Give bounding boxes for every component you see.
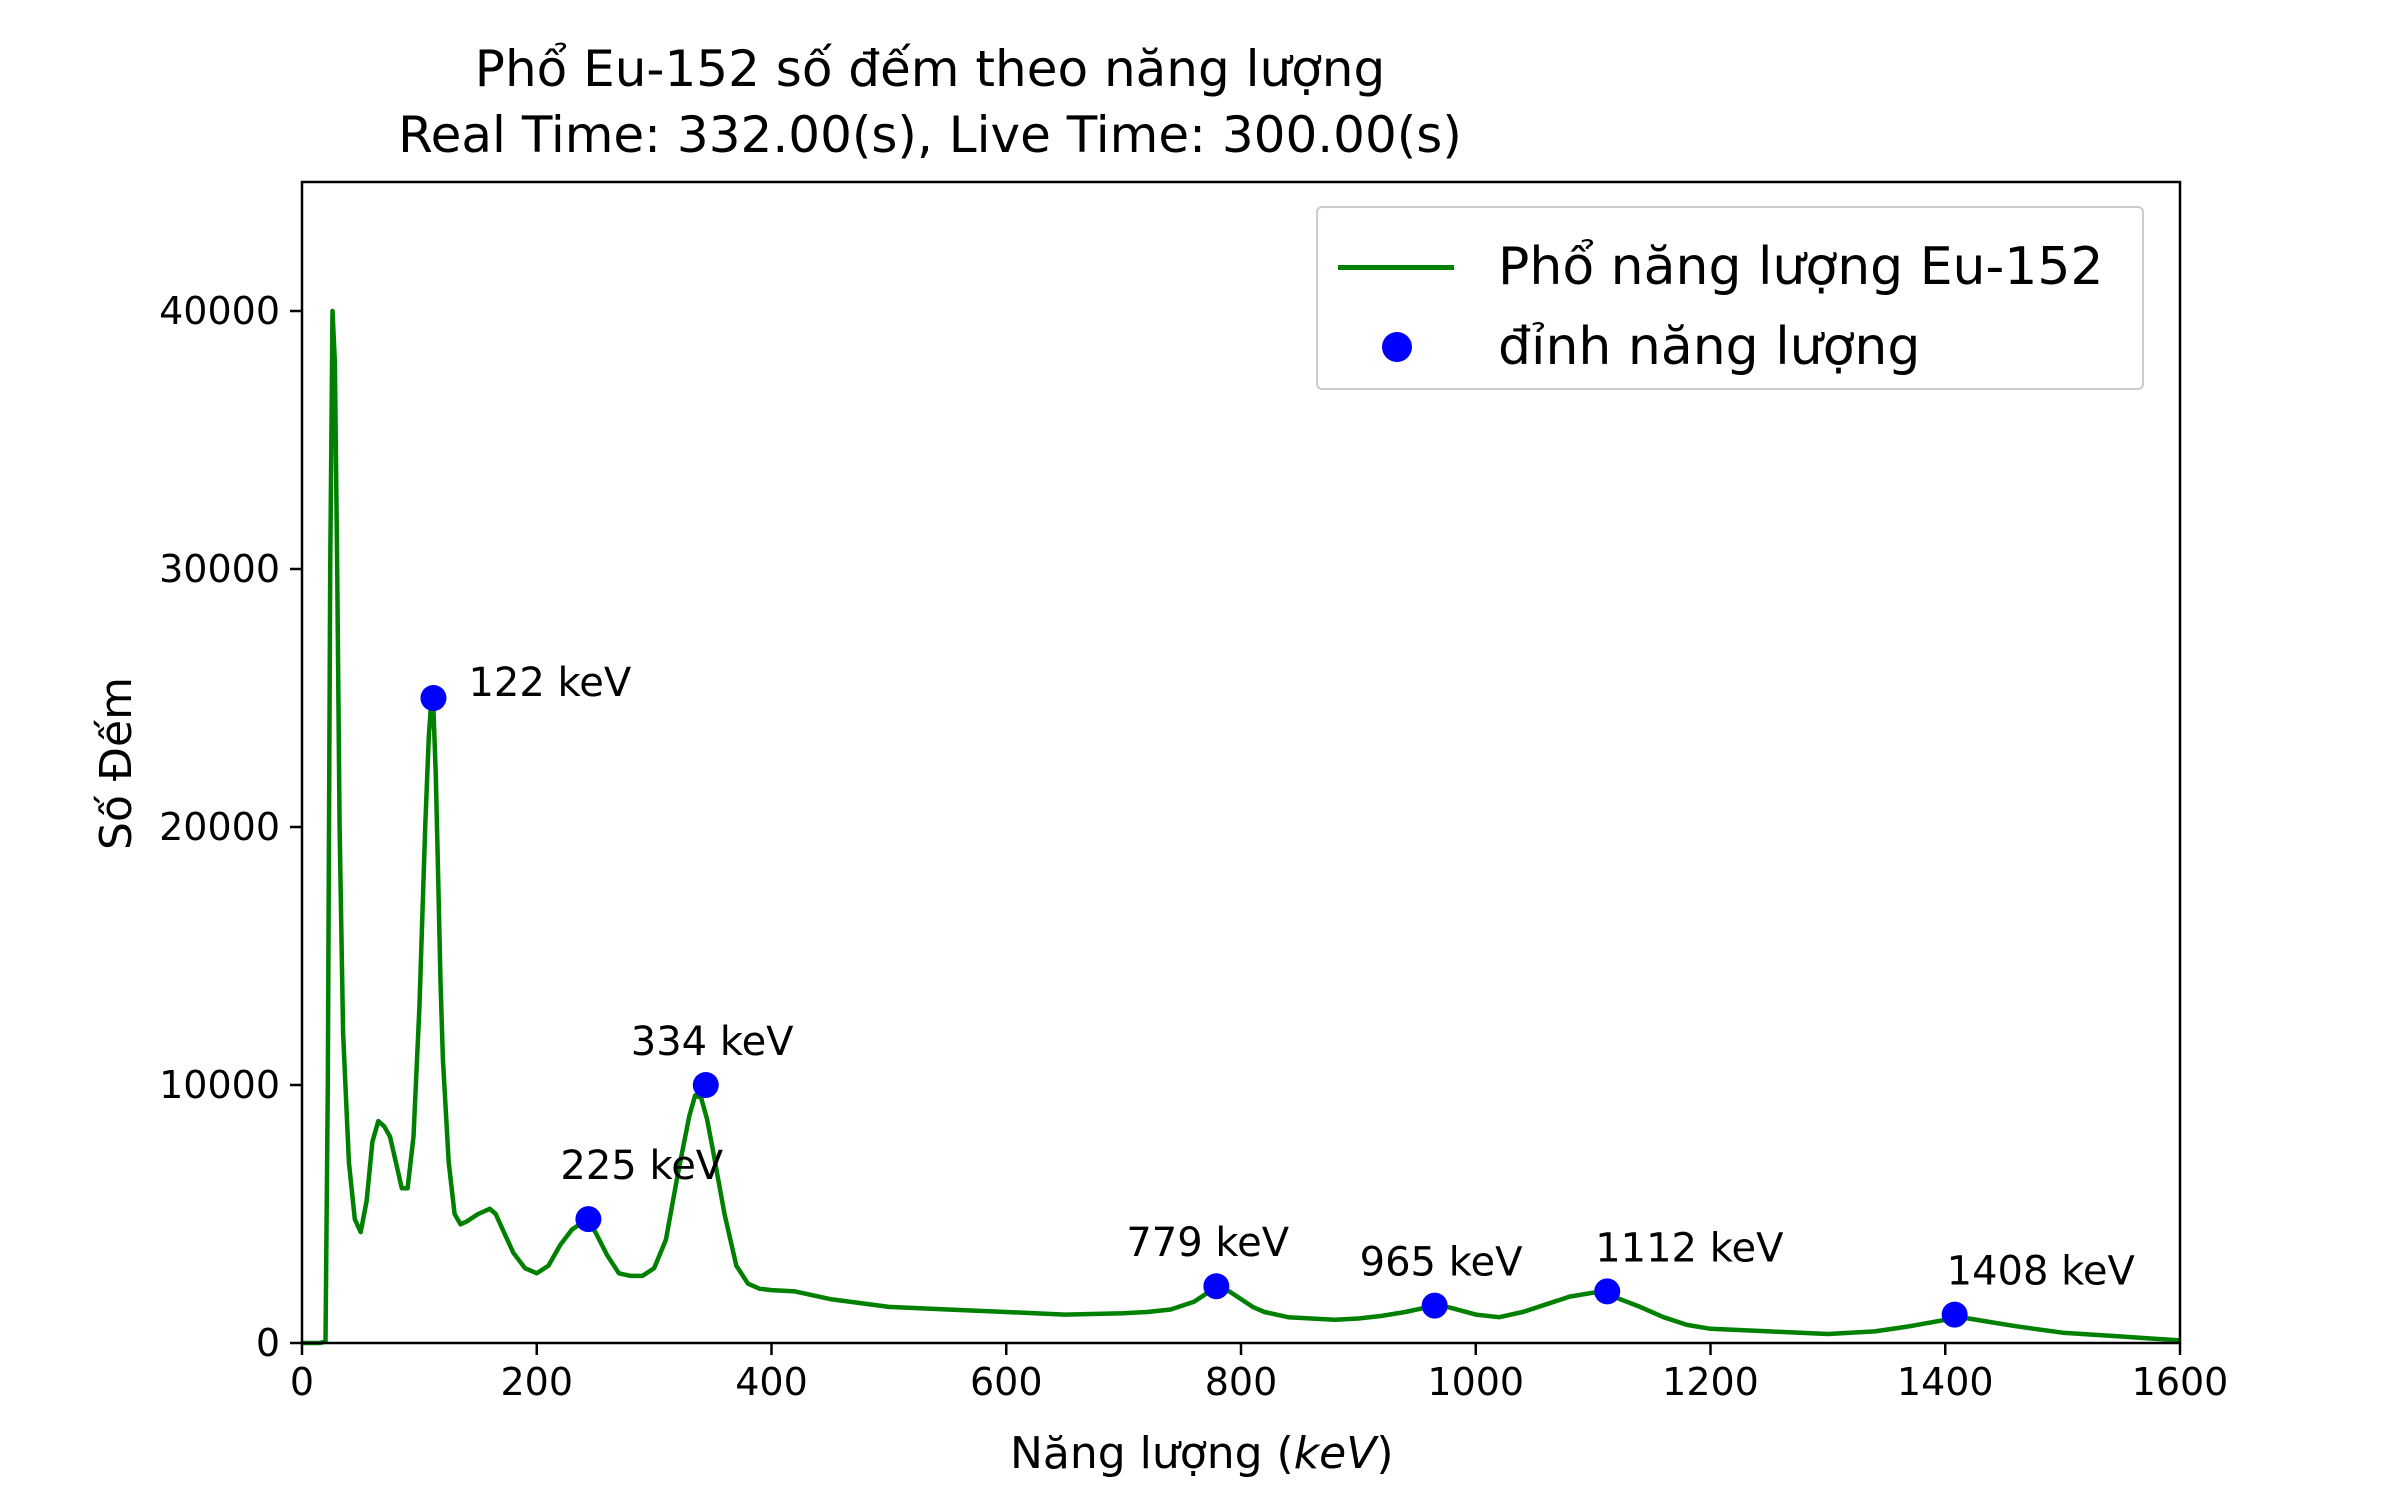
y-tick-label: 40000: [159, 289, 280, 333]
y-tick-label: 10000: [159, 1063, 280, 1107]
peak-label: 1408 keV: [1947, 1249, 2136, 1295]
peak-label: 1112 keV: [1595, 1225, 1784, 1271]
y-tick-label: 0: [256, 1321, 280, 1365]
y-tick-label: 30000: [159, 547, 280, 591]
legend-dot-swatch: [1382, 332, 1412, 362]
legend-entry-spectrum: Phổ năng lượng Eu-152: [1318, 232, 2104, 302]
peak-label: 334 keV: [631, 1019, 794, 1065]
x-tick-label: 400: [735, 1360, 808, 1404]
peak-label: 779 keV: [1126, 1220, 1289, 1266]
axes-layer: 0 200 400 600 800 1000 1200 1400 1600 0 10000 20000…: [159, 180, 2229, 1404]
legend-label-peaks: đỉnh năng lượng: [1498, 317, 1921, 377]
x-tick-label: 200: [500, 1360, 573, 1404]
legend-entry-peaks: đỉnh năng lượng: [1318, 312, 1920, 382]
chart-title-line2: Real Time: 332.00(s), Live Time: 300.00(…: [398, 106, 1462, 164]
legend: Phổ năng lượng Eu-152 đỉnh năng lượng: [1316, 206, 2144, 390]
legend-label-spectrum: Phổ năng lượng Eu-152: [1498, 237, 2104, 297]
y-axis-label: Số Đếm: [90, 677, 142, 850]
peak-marker: [1421, 1292, 1448, 1319]
x-axis-label: Năng lượng (keV): [1010, 1428, 1394, 1479]
x-axis-label-unit: keV: [1293, 1428, 1377, 1479]
x-tick-label: 1000: [1427, 1360, 1524, 1404]
peak-label: 122 keV: [468, 660, 631, 706]
y-tick-label: 20000: [159, 805, 280, 849]
x-tick-label: 0: [290, 1360, 314, 1404]
peak-label: 225 keV: [560, 1143, 723, 1189]
x-axis-label-text: Năng lượng (: [1010, 1428, 1294, 1479]
peak-marker: [1594, 1278, 1621, 1305]
x-tick-label: 1600: [2132, 1360, 2229, 1404]
peaks-layer: 122 keV 225 keV 334 keV 779 keV 965 keV 1112 …: [420, 660, 2135, 1328]
peak-marker: [420, 685, 447, 711]
spectrum-layer: [302, 308, 2181, 1346]
peak-marker: [1941, 1301, 1968, 1328]
legend-line-swatch: [1338, 264, 1454, 270]
chart-title-line1: Phổ Eu-152 số đếm theo năng lượng: [474, 40, 1386, 98]
x-tick-label: 1200: [1662, 1360, 1759, 1404]
peak-marker: [1203, 1273, 1230, 1300]
peak-marker: [692, 1072, 719, 1098]
peak-label: 965 keV: [1360, 1240, 1523, 1286]
x-tick-label: 1400: [1897, 1360, 1994, 1404]
x-axis-label-close: ): [1376, 1428, 1394, 1479]
spectrum-line: [302, 308, 2181, 1346]
x-tick-label: 600: [970, 1360, 1043, 1404]
peak-marker: [575, 1206, 602, 1233]
x-tick-label: 800: [1205, 1360, 1278, 1404]
